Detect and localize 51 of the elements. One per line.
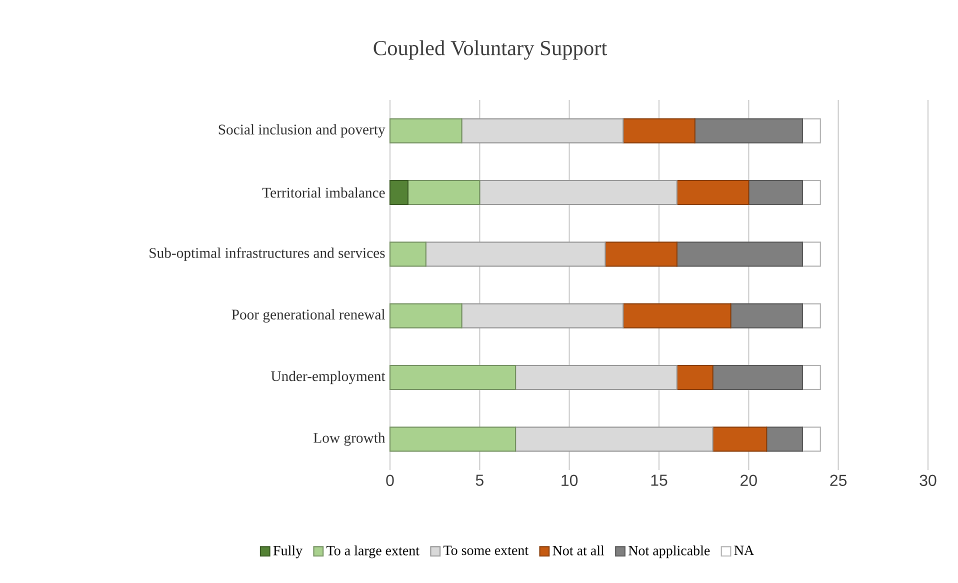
bar (802, 180, 821, 206)
bar (604, 242, 678, 267)
bar (676, 180, 750, 206)
bar (389, 118, 462, 144)
bar (461, 303, 624, 328)
bar (389, 364, 516, 390)
y-tick-label: Social inclusion and poverty (218, 124, 386, 138)
bar (389, 426, 516, 452)
x-tick-label: 25 (830, 474, 847, 486)
y-tick-label: Low growth (314, 432, 386, 446)
bar (461, 118, 624, 144)
bar (514, 426, 714, 452)
bar (802, 426, 821, 452)
bar (730, 303, 803, 328)
bar (676, 364, 714, 390)
bar (694, 118, 803, 144)
bar (748, 180, 803, 206)
y-tick-label: Sub-optimal infrastructures and services (150, 247, 385, 261)
legend-label: To some extent (443, 546, 529, 556)
legend-label: Not at all (552, 545, 604, 556)
legend-label: Not applicable (628, 545, 710, 558)
bar (676, 242, 803, 267)
bar (389, 303, 462, 328)
y-tick-label: Under-employment (271, 370, 386, 384)
legend-label: To a large extent (326, 545, 420, 558)
legend-label: Fully (273, 545, 303, 558)
bar (712, 364, 803, 390)
bar (802, 242, 821, 267)
legend-label: NA (734, 546, 754, 555)
x-tick-label: 15 (651, 474, 668, 486)
bar (766, 426, 803, 452)
x-tick-label: 0 (386, 474, 394, 486)
bar (712, 426, 768, 452)
bar (479, 180, 678, 206)
x-tick-label: 20 (740, 474, 757, 486)
x-tick-label: 30 (920, 474, 936, 486)
bar (622, 303, 732, 328)
bar (802, 118, 821, 144)
bar (622, 118, 696, 144)
bar (802, 303, 821, 328)
bar (514, 364, 678, 390)
y-tick-label: Territorial imbalance (262, 187, 385, 198)
bar (407, 180, 480, 206)
x-tick-label: 5 (476, 474, 484, 486)
chart-title: Coupled Voluntary Support (374, 40, 608, 60)
y-tick-label: Poor generational renewal (232, 309, 386, 323)
bar (389, 242, 426, 267)
bar (802, 364, 821, 390)
x-tick-label: 10 (562, 474, 578, 486)
bar (425, 242, 606, 267)
bar (389, 180, 408, 206)
